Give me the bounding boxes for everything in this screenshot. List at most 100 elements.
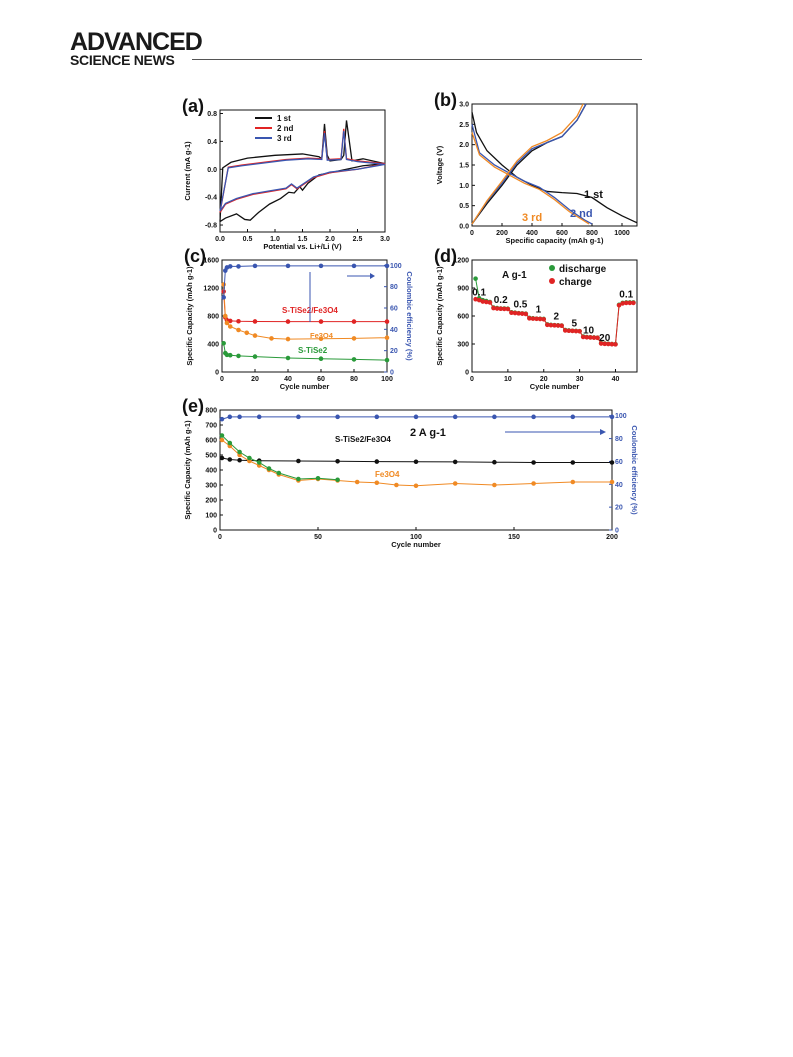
x-tick-label: 40 <box>284 376 292 383</box>
panel-0: (a) 0.0 0.5 1.0 1.5 2.0 2.5 3.0 -0.8 -0.4 0.0 0.4 0.… <box>182 96 390 251</box>
data-point <box>491 305 496 311</box>
x-tick-label: 0 <box>470 230 474 237</box>
y-tick-label: 0.5 <box>459 203 469 210</box>
data-point <box>394 482 399 488</box>
data-point <box>609 479 615 485</box>
unit-label: A g-1 <box>502 270 527 281</box>
data-point <box>487 300 493 305</box>
data-point <box>519 311 525 316</box>
data-point <box>384 263 390 269</box>
panel-4: (e)0 50 100 150 2000100200300400500600700800… <box>182 396 639 549</box>
rate-label: 2 <box>554 312 560 323</box>
material-label: Fe3O4 <box>375 470 400 479</box>
data-point <box>266 466 272 471</box>
y-tick-label: 1200 <box>203 286 219 293</box>
x-tick-label: 80 <box>350 376 358 383</box>
data-point <box>452 459 458 465</box>
x-tick-label: 30 <box>576 376 584 383</box>
data-point <box>252 263 258 269</box>
data-point <box>492 459 497 465</box>
x-tick-label: 600 <box>556 230 568 237</box>
x-tick-label: 0 <box>220 376 224 383</box>
y-tick-label: 2.0 <box>459 142 469 149</box>
data-point <box>227 318 233 324</box>
data-point <box>505 306 511 312</box>
legend-swatch <box>549 278 555 284</box>
data-point <box>244 330 250 336</box>
data-point <box>219 437 225 443</box>
y2-tick-label: 0 <box>390 370 394 377</box>
material-label: Fe3O4 <box>310 331 334 340</box>
y-tick-label: 1200 <box>453 258 469 265</box>
y-tick-label: -0.4 <box>205 195 217 202</box>
data-point <box>247 455 252 461</box>
series-line-1-st <box>471 111 638 224</box>
series-line-coulombic-efficiency <box>223 265 387 298</box>
y-tick-label: 800 <box>207 314 219 321</box>
x-tick-label: 1000 <box>614 230 630 237</box>
y2-tick-label: 20 <box>615 505 623 512</box>
x-tick-label: 60 <box>317 376 325 383</box>
x-tick-label: 100 <box>410 534 422 541</box>
data-point <box>573 328 579 334</box>
data-point <box>315 475 321 481</box>
y2-tick-label: 40 <box>615 482 623 489</box>
data-point <box>318 263 324 269</box>
panel-label: (e) <box>182 396 204 416</box>
plot-frame <box>221 259 388 373</box>
x-tick-label: 0 <box>218 534 222 541</box>
data-point <box>236 264 241 269</box>
data-point <box>296 476 301 482</box>
data-point <box>227 457 233 462</box>
y2-tick-label: 20 <box>390 348 398 355</box>
data-point <box>374 480 380 486</box>
y-tick-label: 600 <box>457 314 469 321</box>
legend-swatch <box>549 265 555 271</box>
data-point <box>252 354 258 359</box>
x-tick-label: 200 <box>496 230 508 237</box>
data-point <box>227 440 233 446</box>
brand-line-2: SCIENCE NEWS <box>70 52 175 68</box>
data-point <box>296 458 301 464</box>
y2-tick-label: 80 <box>615 436 623 443</box>
data-point <box>516 311 521 316</box>
plot-frame <box>219 109 386 233</box>
data-point <box>227 414 233 420</box>
y2-tick-label: 40 <box>390 327 398 334</box>
data-point <box>351 263 357 269</box>
y-tick-label: 2.5 <box>459 122 469 129</box>
x-tick-label: 20 <box>251 376 259 383</box>
data-point <box>473 276 478 281</box>
x-axis-label: Specific capacity (mAh g-1) <box>506 236 604 245</box>
data-point <box>492 482 497 488</box>
arrow-head <box>600 429 606 435</box>
data-point <box>609 414 615 420</box>
data-point <box>224 320 230 326</box>
figure: (a) 0.0 0.5 1.0 1.5 2.0 2.5 3.0 -0.8 -0.4 0.0 0.4 0.… <box>182 90 639 549</box>
data-point <box>531 481 536 486</box>
data-point <box>374 459 380 464</box>
data-point <box>335 414 340 420</box>
data-point <box>351 357 357 362</box>
y-tick-label: 400 <box>205 468 217 475</box>
data-point <box>384 357 390 363</box>
data-point <box>548 322 554 328</box>
y2-axis-label: Coulombic efficiency (%) <box>405 271 414 361</box>
data-point <box>627 300 633 306</box>
data-point <box>236 318 241 324</box>
data-point <box>296 414 301 420</box>
x-tick-label: 1.5 <box>298 236 308 243</box>
y-axis-label: Specific Capacity (mAh g-1) <box>183 420 192 520</box>
x-tick-label: 3.0 <box>380 236 390 243</box>
data-point <box>335 477 340 483</box>
data-point <box>631 300 636 306</box>
data-point <box>384 335 390 340</box>
panel-label: (c) <box>184 246 206 266</box>
y2-tick-label: 100 <box>390 263 402 270</box>
data-point <box>219 433 225 438</box>
y-tick-label: 800 <box>205 408 217 415</box>
cycle-label: 3 rd <box>522 212 542 224</box>
y-axis-label: Specific Capacity (mAh g-1) <box>435 266 444 366</box>
y2-tick-label: 60 <box>390 306 398 313</box>
